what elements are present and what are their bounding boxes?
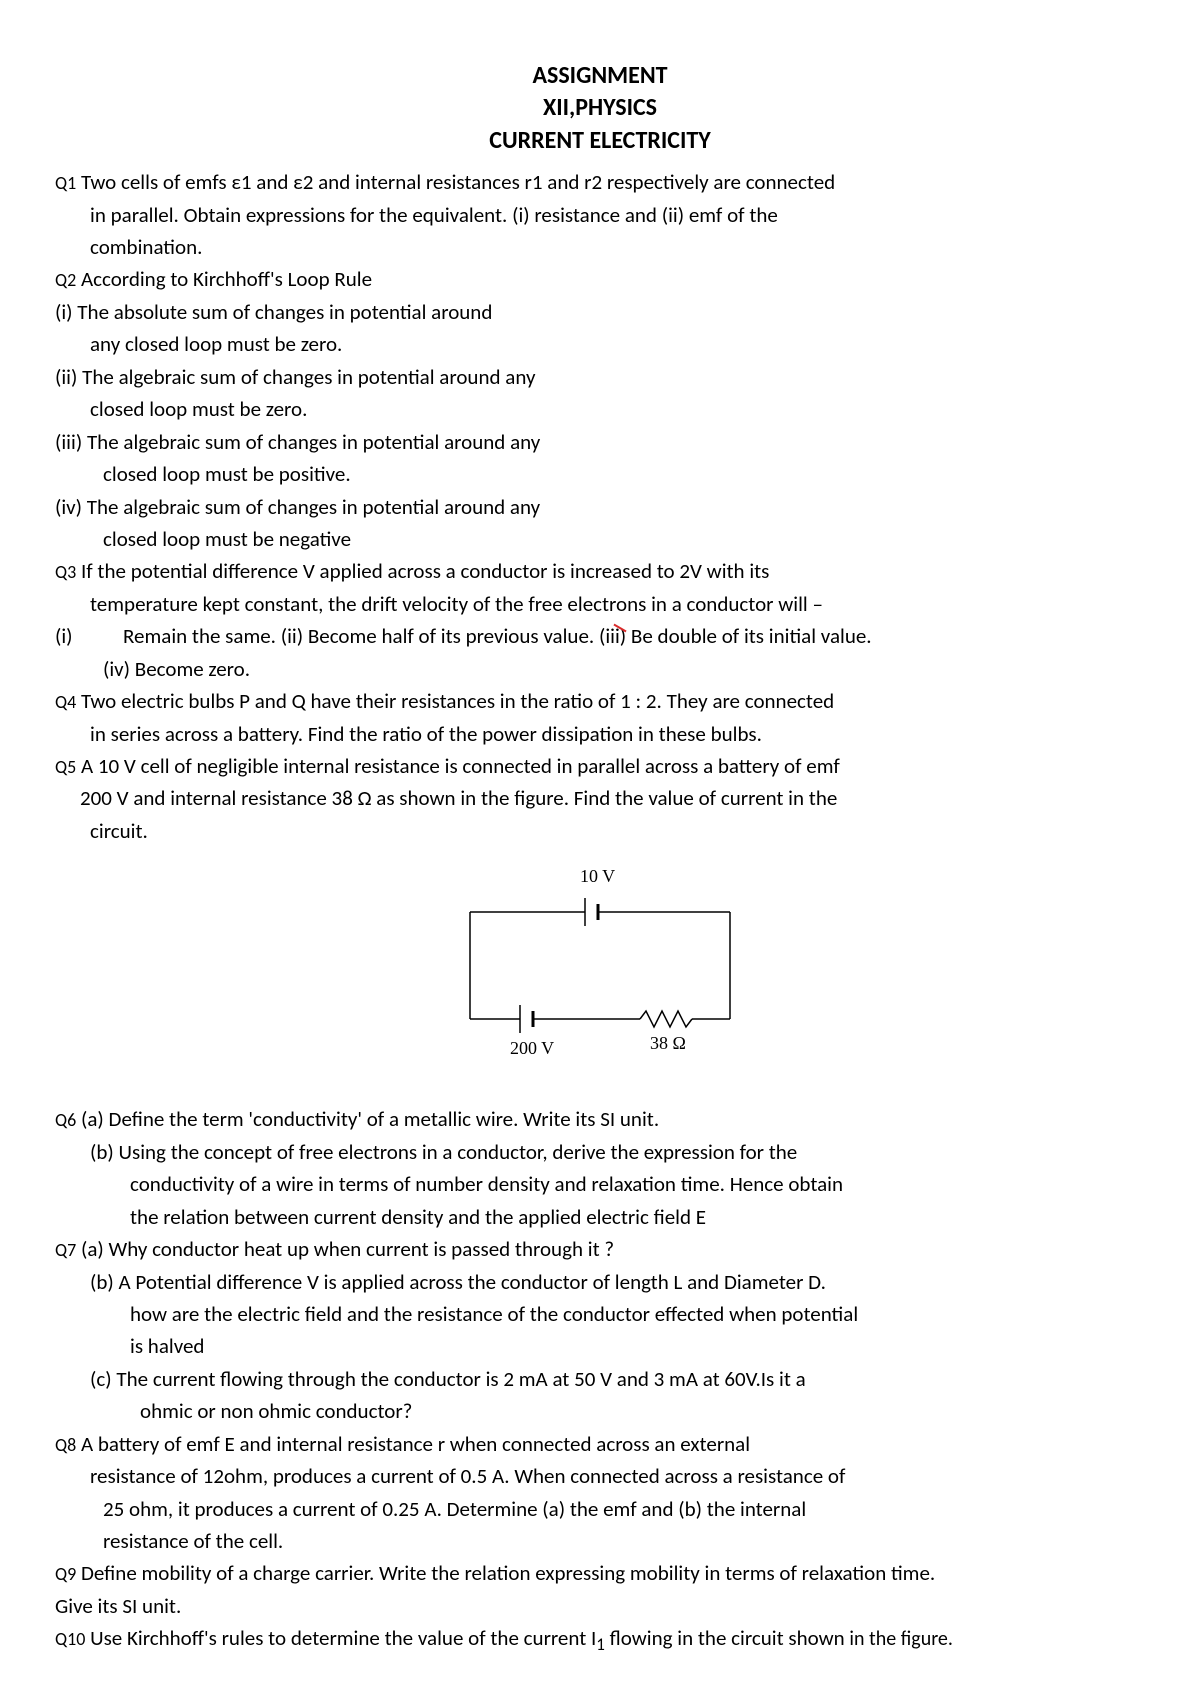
q3-opt-iv: (iv) Become zero. [55,654,1145,684]
q2-opt2a: (ii) The algebraic sum of changes in pot… [55,362,1145,392]
circuit-svg: 10 V 200 V 38 Ω [410,864,790,1074]
q5-text2: 200 V and internal resistance 38 Ω as sh… [55,783,1145,813]
q5-text3: circuit. [55,816,1145,846]
question-6: Q6 (a) Define the term 'conductivity' of… [55,1104,1145,1134]
question-10: Q10 Use Kirchhoff's rules to determine t… [55,1623,1145,1658]
header-line2: XII,PHYSICS [55,92,1145,124]
question-3: Q3 If the potential difference V applied… [55,556,1145,586]
q1-text2: in parallel. Obtain expressions for the … [55,200,1145,230]
question-2: Q2 According to Kirchhoff's Loop Rule [55,264,1145,294]
q6-text3: conductivity of a wire in terms of numbe… [55,1169,1145,1199]
q2-label: Q2 [55,269,76,291]
question-5: Q5 A 10 V cell of negligible internal re… [55,751,1145,781]
question-4: Q4 Two electric bulbs P and Q have their… [55,686,1145,716]
q2-opt4b: closed loop must be negative [55,524,1145,554]
q3-opt-b: Be double of its initial value. [626,623,871,649]
q7-text1: (a) Why conductor heat up when current i… [76,1236,614,1262]
q9-text1: Define mobility of a charge carrier. Wri… [76,1560,935,1586]
q3-options: (i)Remain the same. (ii) Become half of … [55,621,1145,651]
q10-text1: Use Kirchhoff's rules to determine the v… [85,1625,596,1651]
q7-text4: is halved [55,1331,1145,1361]
q7-text3: how are the electric field and the resis… [55,1299,1145,1329]
q4-text2: in series across a battery. Find the rat… [55,719,1145,749]
q3-opt-iii-marked: iii) [605,623,626,649]
q7-text6: ohmic or non ohmic conductor? [55,1396,1145,1426]
q6-label: Q6 [55,1109,76,1131]
q1-label: Q1 [55,172,76,194]
q9-label: Q9 [55,1563,76,1585]
q4-label: Q4 [55,691,76,713]
q1-text1: Two cells of emfs ε1 and ε2 and internal… [76,169,835,195]
q8-label: Q8 [55,1434,76,1456]
q3-text2: temperature kept constant, the drift vel… [55,589,1145,619]
q1-text3: combination. [55,232,1145,262]
q8-text3: 25 ohm, it produces a current of 0.25 A.… [55,1494,1145,1524]
question-9: Q9 Define mobility of a charge carrier. … [55,1558,1145,1588]
q3-opt-i: (i) [55,621,123,651]
q2-text1: According to Kirchhoff's Loop Rule [76,266,372,292]
q8-text1: A battery of emf E and internal resistan… [76,1431,750,1457]
assignment-header: ASSIGNMENT XII,PHYSICS CURRENT ELECTRICI… [55,60,1145,157]
circuit-top-label: 10 V [580,866,615,886]
q3-label: Q3 [55,561,76,583]
q2-opt3a: (iii) The algebraic sum of changes in po… [55,427,1145,457]
circuit-br-label: 38 Ω [650,1033,686,1053]
header-line3: CURRENT ELECTRICITY [55,125,1145,157]
circuit-figure: 10 V 200 V 38 Ω [55,864,1145,1079]
q7-text2: (b) A Potential difference V is applied … [55,1267,1145,1297]
q3-opt-a: Remain the same. (ii) Become half of its… [123,623,605,649]
q10-sub: 1 [596,1635,605,1656]
q4-text1: Two electric bulbs P and Q have their re… [76,688,834,714]
q3-text1: If the potential difference V applied ac… [76,558,769,584]
q7-label: Q7 [55,1239,76,1261]
q2-opt2b: closed loop must be zero. [55,394,1145,424]
q5-text1: A 10 V cell of negligible internal resis… [76,753,840,779]
header-line1: ASSIGNMENT [55,60,1145,92]
q2-opt1a: (i) The absolute sum of changes in poten… [55,297,1145,327]
q10-text2: flowing in the circuit shown [605,1625,849,1651]
q10-text3: in the figure. [849,1627,953,1651]
q5-label: Q5 [55,756,76,778]
q10-label: Q10 [55,1628,85,1650]
q2-opt1b: any closed loop must be zero. [55,329,1145,359]
question-8: Q8 A battery of emf E and internal resis… [55,1429,1145,1459]
q9-text2: Give its SI unit. [55,1591,1145,1621]
q2-opt4a: (iv) The algebraic sum of changes in pot… [55,492,1145,522]
q8-text2: resistance of 12ohm, produces a current … [55,1461,1145,1491]
q2-opt3b: closed loop must be positive. [55,459,1145,489]
question-1: Q1 Two cells of emfs ε1 and ε2 and inter… [55,167,1145,197]
q6-text2: (b) Using the concept of free electrons … [55,1137,1145,1167]
q8-text4: resistance of the cell. [55,1526,1145,1556]
q6-text1: (a) Define the term 'conductivity' of a … [76,1106,659,1132]
question-7: Q7 (a) Why conductor heat up when curren… [55,1234,1145,1264]
q6-text4: the relation between current density and… [55,1202,1145,1232]
circuit-bl-label: 200 V [510,1038,554,1058]
q7-text5: (c) The current flowing through the cond… [55,1364,1145,1394]
